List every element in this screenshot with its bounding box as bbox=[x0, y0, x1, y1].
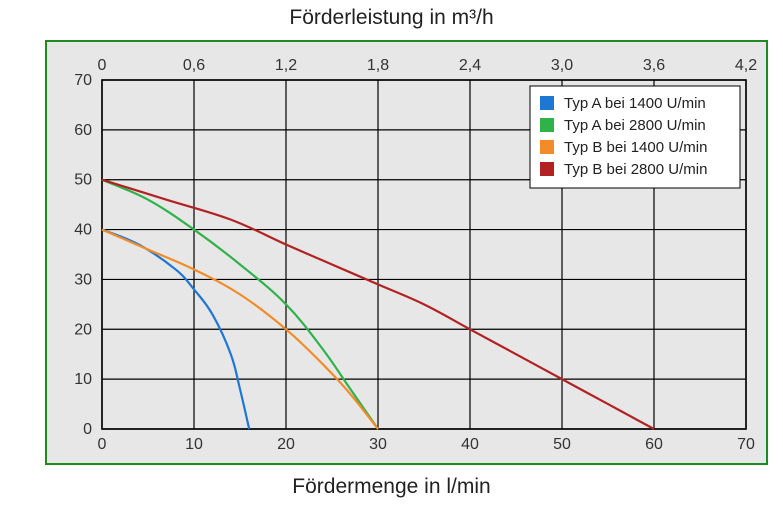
y-left-tick: 10 bbox=[74, 371, 92, 388]
y-left-tick: 60 bbox=[74, 122, 92, 139]
legend-label: Typ A bei 2800 U/min bbox=[564, 117, 706, 134]
x-bottom-tick: 70 bbox=[737, 436, 755, 453]
legend: Typ A bei 1400 U/min Typ A bei 2800 U/min… bbox=[530, 86, 740, 188]
x-top-tick: 0,6 bbox=[183, 57, 205, 74]
x-bottom-tick: 10 bbox=[185, 436, 203, 453]
legend-swatch bbox=[540, 162, 554, 176]
pump-curves-chart: 0 10 20 30 40 50 60 70 0 0,6 1,2 1,8 2,4 3,0 3,6 4,2 0 10… bbox=[47, 42, 766, 463]
legend-label: Typ A bei 1400 U/min bbox=[564, 95, 706, 112]
x-top-tick: 1,8 bbox=[367, 57, 389, 74]
x-top-tick: 1,2 bbox=[275, 57, 297, 74]
x-top-tick: 4,2 bbox=[735, 57, 757, 74]
legend-swatch bbox=[540, 140, 554, 154]
y-left-tick: 40 bbox=[74, 222, 92, 239]
legend-label: Typ B bei 2800 U/min bbox=[564, 161, 707, 178]
x-bottom-tick: 20 bbox=[277, 436, 295, 453]
y-left-tick: 70 bbox=[74, 72, 92, 89]
x-bottom-tick: 50 bbox=[553, 436, 571, 453]
legend-swatch bbox=[540, 96, 554, 110]
y-left-tick: 20 bbox=[74, 321, 92, 338]
top-axis-title: Förderleistung in m³/h bbox=[0, 6, 783, 30]
x-top-tick: 0 bbox=[98, 57, 107, 74]
x-bottom-tick: 0 bbox=[98, 436, 107, 453]
y-left-tick: 50 bbox=[74, 172, 92, 189]
x-top-tick: 3,0 bbox=[551, 57, 573, 74]
bottom-axis-title: Fördermenge in l/min bbox=[0, 475, 783, 499]
x-bottom-tick: 40 bbox=[461, 436, 479, 453]
legend-swatch bbox=[540, 118, 554, 132]
y-left-tick: 30 bbox=[74, 271, 92, 288]
x-top-tick: 3,6 bbox=[643, 57, 665, 74]
x-bottom-tick: 30 bbox=[369, 436, 387, 453]
chart-frame: 0 10 20 30 40 50 60 70 0 0,6 1,2 1,8 2,4 3,0 3,6 4,2 0 10… bbox=[45, 40, 768, 465]
legend-label: Typ B bei 1400 U/min bbox=[564, 139, 707, 156]
x-top-tick: 2,4 bbox=[459, 57, 481, 74]
x-bottom-tick: 60 bbox=[645, 436, 663, 453]
y-left-tick: 0 bbox=[83, 421, 92, 438]
